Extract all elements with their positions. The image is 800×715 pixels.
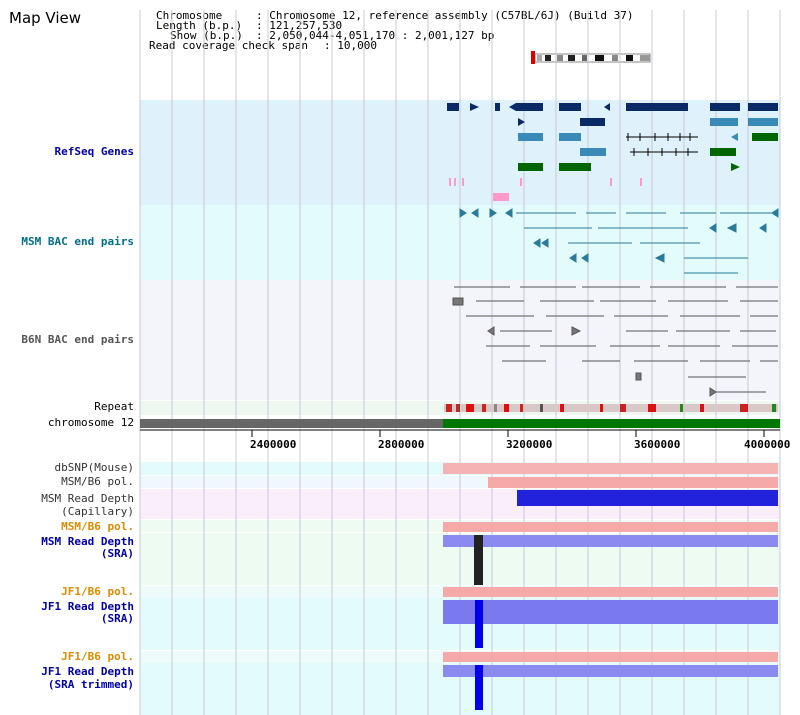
grid-lines	[139, 10, 781, 715]
msm-bac-features[interactable]	[459, 208, 779, 274]
axis-tick-label: 4000000	[744, 438, 791, 451]
length-value: : 121,257,530	[256, 19, 343, 32]
msm-sra-depth[interactable]	[443, 535, 778, 547]
jf1-sra-depth-peak[interactable]	[475, 600, 483, 648]
track-label-msm-capillary-sub: (Capillary)	[61, 505, 134, 518]
track-label-msm-pol-1[interactable]: MSM/B6 pol.	[61, 475, 134, 488]
chromosome-value: : Chromosome 12, reference assembly (C57…	[256, 9, 634, 22]
span-value: : 10,000	[324, 39, 377, 52]
track-label-msm-bac[interactable]: MSM BAC end pairs	[21, 235, 134, 248]
dbsnp-density[interactable]	[443, 463, 778, 474]
repeat-features[interactable]	[444, 404, 778, 412]
axis-tick-label: 3600000	[634, 438, 681, 451]
chromosome-key: Chromosome	[156, 9, 223, 22]
length-key: Length (b.p.)	[156, 19, 243, 32]
jf1-pol-density-2[interactable]	[443, 652, 778, 662]
jf1-trim-depth[interactable]	[443, 665, 778, 677]
track-label-msm-sra[interactable]: MSM Read Depth	[41, 535, 134, 548]
jf1-sra-depth[interactable]	[443, 600, 778, 624]
msm-sra-depth-peak[interactable]	[474, 535, 483, 585]
track-label-jf1-pol-1[interactable]: JF1/B6 pol.	[61, 585, 134, 598]
track-label-dbsnp[interactable]: dbSNP(Mouse)	[54, 461, 134, 474]
msm-capillary-depth[interactable]	[517, 490, 778, 506]
track-label-jf1-trim[interactable]: JF1 Read Depth	[41, 665, 134, 678]
track-label-msm-sra-sub: (SRA)	[100, 547, 134, 560]
axis-tick-label: 2800000	[378, 438, 425, 451]
axis-tick-label: 3200000	[506, 438, 553, 451]
track-label-msm-capillary[interactable]: MSM Read Depth	[41, 492, 134, 505]
track-label-b6n-bac[interactable]: B6N BAC end pairs	[21, 333, 134, 346]
page-title: Map View	[9, 9, 82, 27]
track-label-msm-pol-2[interactable]: MSM/B6 pol.	[61, 520, 134, 533]
track-label-jf1-trim-sub: (SRA trimmed)	[47, 678, 134, 691]
position-axis	[140, 429, 780, 437]
chromosome-bar-gap	[140, 419, 443, 428]
chromosome-ideogram[interactable]	[531, 51, 651, 64]
track-label-jf1-sra-sub: (SRA)	[100, 612, 134, 625]
track-label-repeat[interactable]: Repeat	[94, 400, 134, 413]
msm-pol-density-2[interactable]	[443, 522, 778, 532]
b6n-bac-features[interactable]	[452, 286, 778, 397]
jf1-pol-density-1[interactable]	[443, 587, 778, 597]
track-label-chromosome: chromosome 12	[47, 416, 134, 429]
jf1-trim-depth-peak[interactable]	[475, 665, 483, 710]
track-label-refseq[interactable]: RefSeq Genes	[54, 145, 134, 158]
chromosome-bar-assembled[interactable]	[443, 419, 780, 428]
show-key: Show (b.p.)	[170, 29, 243, 42]
track-label-jf1-pol-2[interactable]: JF1/B6 pol.	[61, 650, 134, 663]
track-label-jf1-sra[interactable]: JF1 Read Depth	[41, 600, 134, 613]
axis-tick-label: 2400000	[250, 438, 297, 451]
span-key: Read coverage check span	[149, 39, 308, 52]
refseq-gene-features[interactable]	[447, 103, 778, 201]
msm-pol-density-1[interactable]	[488, 477, 778, 488]
